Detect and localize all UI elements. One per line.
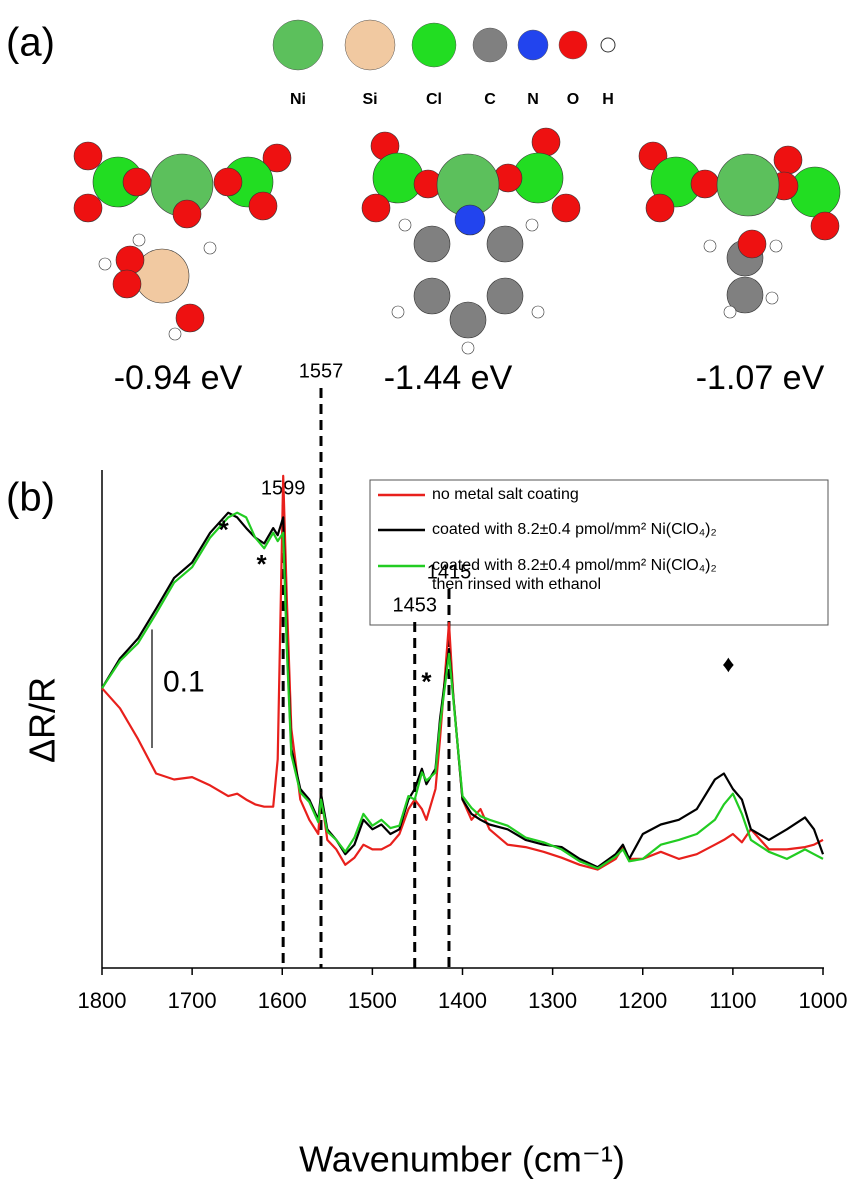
panel-label: (b) [6,476,55,520]
peak-label: 1415 [427,561,472,583]
series-line [101,511,824,870]
marker: * [256,549,267,579]
x-tick-label: 1400 [438,988,487,1013]
x-tick-label: 1500 [348,988,397,1013]
x-tick-label: 1700 [168,988,217,1013]
energy-label: -0.94 eV [114,359,243,397]
energy-label: -1.07 eV [696,359,825,397]
series-line [101,511,825,869]
atom-label: N [527,91,539,108]
atom-label: Ni [290,91,306,108]
legend-label: coated with 8.2±0.4 pmol/mm² Ni(ClO₄)₂ [432,521,717,538]
legend-label: coated with 8.2±0.4 pmol/mm² Ni(ClO₄)₂ t… [432,557,717,593]
x-axis-label: Wavenumber (cm⁻¹) [299,1139,625,1180]
atom-swatch [272,19,324,71]
atom-swatch [558,30,588,60]
atom-label: Cl [426,91,442,108]
x-tick-label: 1000 [799,988,848,1013]
x-tick-label: 1300 [528,988,577,1013]
energy-label: -1.44 eV [384,359,513,397]
peak-label: 1557 [299,360,344,382]
atom-label: H [602,91,614,108]
peak-label: 1453 [392,594,437,616]
atom-swatch [344,19,396,71]
atom-label: O [567,91,579,108]
x-tick-label: 1600 [258,988,307,1013]
x-tick-label: 1100 [709,988,756,1013]
legend-box [369,479,829,626]
x-tick-label: 1800 [78,988,127,1013]
scale-bar-label: 0.1 [163,666,205,699]
atom-swatch [411,22,457,68]
panel-label: (a) [6,21,55,65]
y-axis-label: ΔR/R [22,677,63,763]
marker: * [421,666,432,696]
atom-swatch [517,29,549,61]
marker: ♦ [722,651,734,678]
atom-label: Si [362,91,377,108]
molecules [73,127,841,355]
series-line [101,474,824,871]
atom-swatch [472,27,508,63]
atom-swatch [600,37,616,53]
x-tick-label: 1200 [618,988,667,1013]
atom-label: C [484,91,496,108]
legend-label: no metal salt coating [432,486,579,503]
marker: * [219,515,230,545]
